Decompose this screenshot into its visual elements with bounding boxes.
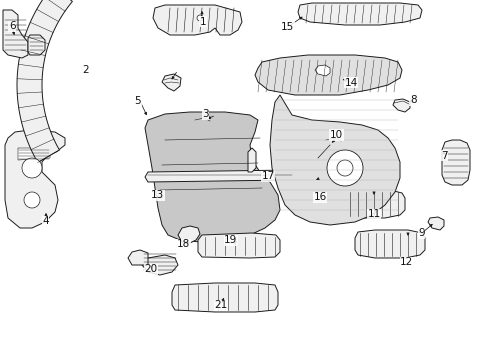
Polygon shape [269,95,399,225]
Text: 1: 1 [199,17,206,27]
Text: 13: 13 [150,190,164,200]
Circle shape [197,15,203,21]
Polygon shape [307,174,325,190]
Text: 8: 8 [409,95,416,105]
Polygon shape [297,3,421,25]
Polygon shape [392,99,409,112]
Text: 4: 4 [42,216,49,226]
Polygon shape [18,148,50,160]
Polygon shape [193,116,212,131]
Polygon shape [162,74,181,91]
Text: 6: 6 [9,21,16,31]
Polygon shape [441,140,469,185]
Text: 16: 16 [313,192,326,202]
Text: 11: 11 [366,209,380,219]
Circle shape [336,160,352,176]
Circle shape [24,192,40,208]
Text: 5: 5 [134,96,141,106]
Polygon shape [28,35,45,55]
Text: 3: 3 [202,109,208,120]
Polygon shape [247,148,256,172]
Polygon shape [145,170,294,182]
Polygon shape [198,233,280,258]
Text: 7: 7 [440,150,447,161]
Polygon shape [145,112,280,242]
Polygon shape [314,65,329,76]
Text: 9: 9 [417,228,424,238]
Polygon shape [172,283,278,312]
Text: 14: 14 [344,78,357,88]
Polygon shape [17,0,72,162]
Polygon shape [427,217,443,230]
Polygon shape [325,135,341,150]
Polygon shape [354,230,424,258]
Text: 20: 20 [144,264,157,274]
Polygon shape [254,55,401,95]
Circle shape [22,158,42,178]
Polygon shape [3,10,28,58]
Text: 18: 18 [176,239,190,249]
Polygon shape [153,5,242,35]
Polygon shape [142,252,178,275]
Text: 17: 17 [261,171,274,181]
Polygon shape [128,250,148,265]
Circle shape [326,150,362,186]
Text: 21: 21 [214,300,227,310]
Text: 12: 12 [399,257,413,267]
Polygon shape [5,130,65,228]
Text: 19: 19 [224,235,237,246]
Polygon shape [345,190,404,218]
Text: 10: 10 [329,130,342,140]
Text: 15: 15 [280,22,294,32]
Text: 2: 2 [82,65,89,75]
Polygon shape [178,226,200,243]
